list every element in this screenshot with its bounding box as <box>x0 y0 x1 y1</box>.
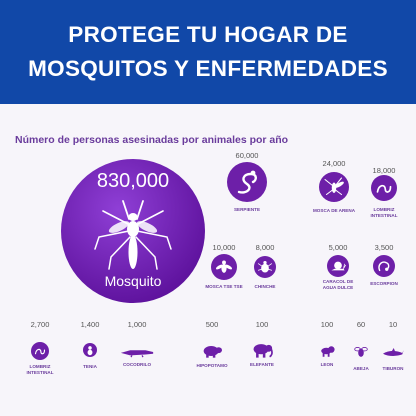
elephant-icon <box>251 342 273 359</box>
page-title-line-2: MOSQUITOS Y ENFERMEDADES <box>28 56 388 81</box>
animal-label: COCODRILO <box>122 362 152 367</box>
animal-label: TENIA <box>83 364 97 369</box>
animal-label: ELEFANTE <box>250 362 274 367</box>
worm-icon <box>371 175 397 201</box>
shark-icon <box>382 348 404 358</box>
mosquito-icon <box>93 197 173 273</box>
animal-badge <box>227 162 267 202</box>
animal-label: LEON <box>320 362 334 367</box>
animal-count: 3,500 <box>374 243 394 252</box>
animal-badge <box>371 175 397 201</box>
animal-label: HIPOPOTAMO <box>196 363 228 368</box>
animal-label: LOMBRIZ INTESTINAL <box>370 207 398 219</box>
animal-label: TIBURON <box>382 366 404 371</box>
animal-count: 10 <box>388 320 398 329</box>
worm-icon <box>31 342 49 360</box>
animal-badge <box>254 256 276 278</box>
hippo-icon <box>202 344 222 359</box>
lion-icon <box>319 345 335 358</box>
sandfly-icon <box>319 172 349 202</box>
animal-count: 1,400 <box>80 320 100 329</box>
animal-count: 60 <box>356 320 366 329</box>
animal-label: ESCORPION <box>370 281 398 286</box>
animal-count: 10,000 <box>212 243 236 252</box>
animal-badge <box>327 255 349 277</box>
animal-badge <box>83 343 97 357</box>
tsetse-fly-icon <box>211 254 237 280</box>
animal-count: 18,000 <box>372 166 396 175</box>
animal-label: CHINCHE <box>254 284 276 289</box>
page-title-line-1: PROTEGE TU HOGAR DE <box>68 22 348 47</box>
animal-count: 100 <box>255 320 269 329</box>
infographic-subtitle: Número de personas asesinadas por animal… <box>15 134 289 146</box>
scorpion-icon <box>373 255 395 277</box>
animal-count: 8,000 <box>255 243 275 252</box>
featured-mosquito-circle: 830,000 Mosquito <box>61 159 205 303</box>
animal-label: MOSCA DE ARENA <box>312 208 356 213</box>
tapeworm-icon <box>83 343 97 357</box>
crocodile-icon <box>120 346 154 358</box>
animal-count: 24,000 <box>322 159 346 168</box>
animal-label: MOSCA TSE TSE <box>205 284 243 289</box>
featured-count: 830,000 <box>96 170 170 192</box>
snail-icon <box>327 255 349 277</box>
animal-count: 2,700 <box>30 320 50 329</box>
animal-label: SERPIENTE <box>233 207 261 212</box>
animal-label: CARACOL DE AGUA DULCE <box>322 279 354 291</box>
animal-count: 500 <box>205 320 219 329</box>
snake-icon <box>227 162 267 202</box>
animal-label: ABEJA <box>353 366 369 371</box>
animal-count: 100 <box>320 320 334 329</box>
animal-badge <box>319 172 349 202</box>
animal-count: 1,000 <box>127 320 147 329</box>
animal-badge <box>373 255 395 277</box>
animal-badge <box>31 342 49 360</box>
animal-badge <box>211 254 237 280</box>
bee-icon <box>354 345 368 359</box>
animal-count: 60,000 <box>235 151 259 160</box>
featured-label: Mosquito <box>104 273 162 289</box>
header-banner: PROTEGE TU HOGAR DE MOSQUITOS Y ENFERMED… <box>0 0 416 104</box>
animal-label: LOMBRIZ INTESTINAL <box>26 364 54 376</box>
animal-count: 5,000 <box>328 243 348 252</box>
bedbug-icon <box>254 256 276 278</box>
